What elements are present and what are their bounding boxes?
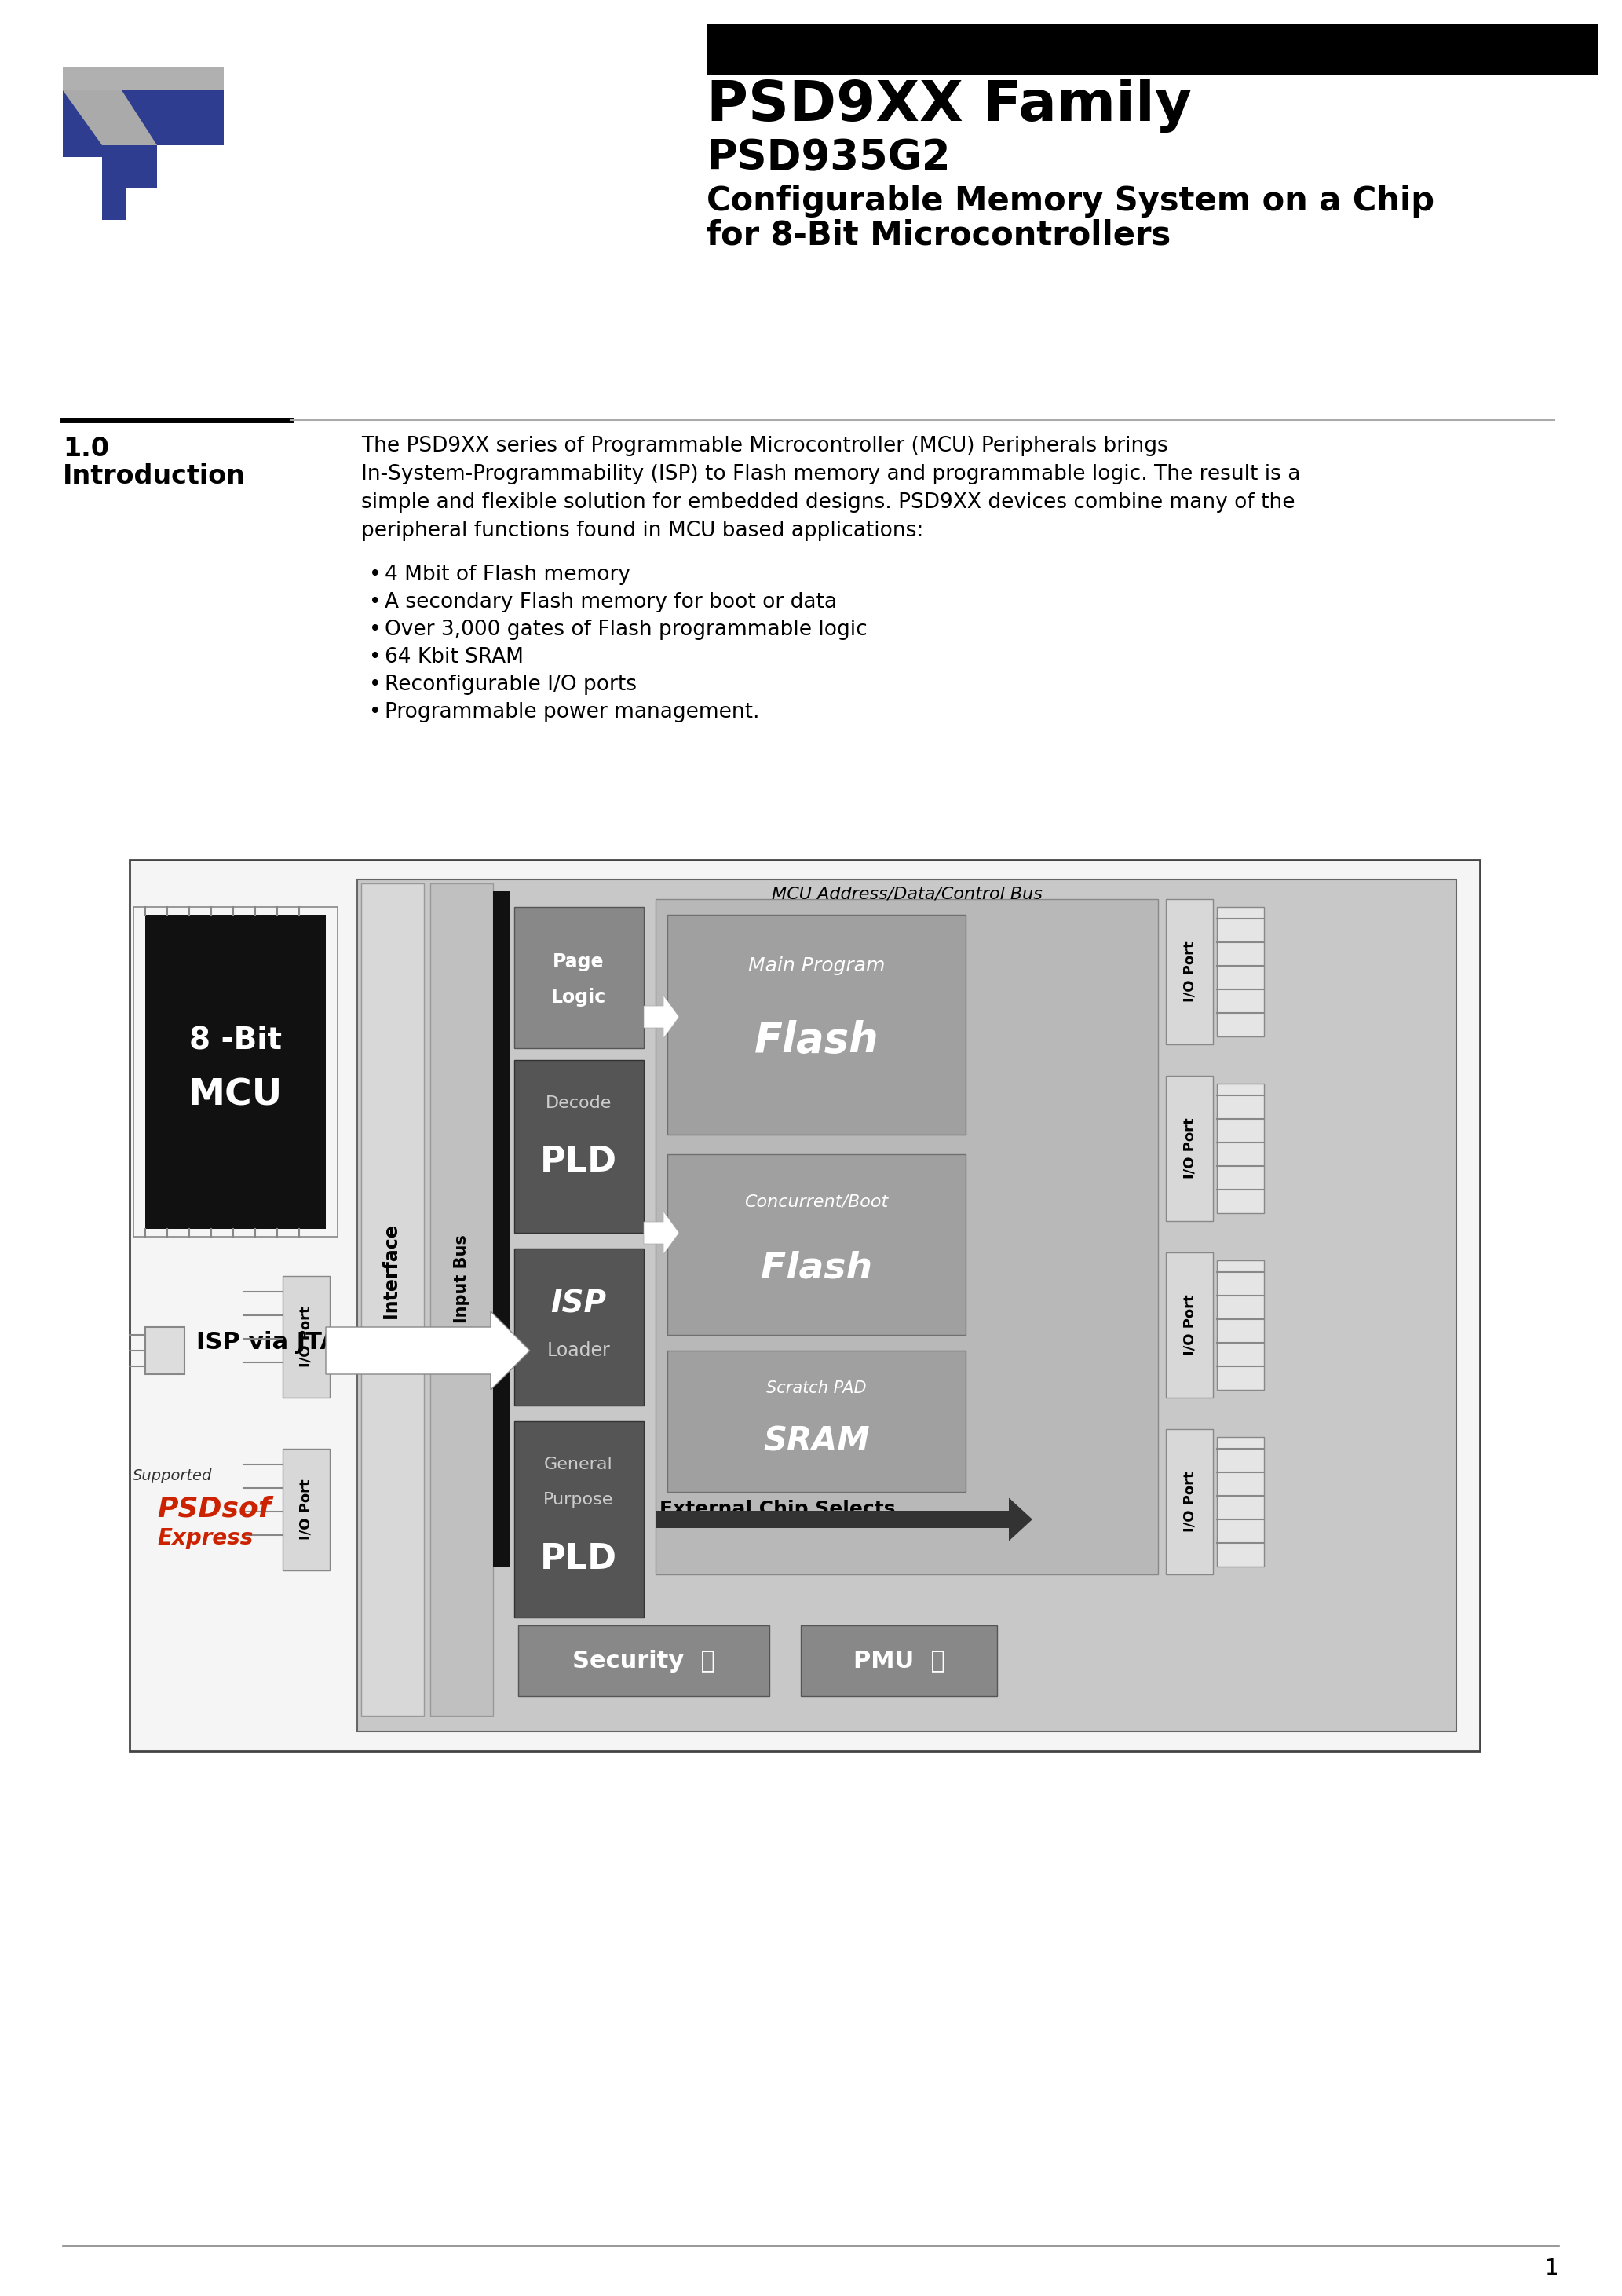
Text: Loader: Loader xyxy=(547,1341,610,1359)
Bar xyxy=(514,907,644,1049)
FancyArrow shape xyxy=(326,1311,530,1389)
Text: The PSD9XX series of Programmable Microcontroller (MCU) Peripherals brings: The PSD9XX series of Programmable Microc… xyxy=(362,436,1168,457)
Text: SRAM: SRAM xyxy=(764,1424,869,1458)
Text: PSDsof: PSDsof xyxy=(157,1497,271,1522)
Polygon shape xyxy=(63,90,157,145)
Text: ISP via JTAG: ISP via JTAG xyxy=(196,1332,358,1355)
Bar xyxy=(282,1277,329,1398)
Text: Purpose: Purpose xyxy=(543,1492,613,1508)
Text: MCU Interface: MCU Interface xyxy=(383,1226,402,1373)
Text: MCU Address/Data/Control Bus: MCU Address/Data/Control Bus xyxy=(772,886,1043,902)
Bar xyxy=(282,1449,329,1570)
Bar xyxy=(514,1249,644,1405)
Bar xyxy=(655,900,1158,1575)
Bar xyxy=(430,884,493,1715)
Text: 64 Kbit SRAM: 64 Kbit SRAM xyxy=(384,647,524,668)
Polygon shape xyxy=(63,90,125,220)
Text: •: • xyxy=(368,565,381,585)
FancyArrow shape xyxy=(644,994,680,1038)
Text: •: • xyxy=(368,592,381,613)
Text: •: • xyxy=(368,703,381,723)
Bar xyxy=(707,23,1598,73)
Bar xyxy=(493,891,511,1566)
Text: External Chip Selects: External Chip Selects xyxy=(660,1499,895,1518)
Bar xyxy=(362,884,423,1715)
Bar xyxy=(1166,900,1213,1045)
Text: Main Program: Main Program xyxy=(748,957,886,976)
Bar xyxy=(514,1061,644,1233)
Text: for 8-Bit Microcontrollers: for 8-Bit Microcontrollers xyxy=(707,218,1171,250)
Text: •: • xyxy=(368,647,381,668)
Text: MCU: MCU xyxy=(188,1077,282,1114)
Text: PSD9XX Family: PSD9XX Family xyxy=(707,78,1192,133)
Bar xyxy=(667,1155,965,1334)
Text: Programmable power management.: Programmable power management. xyxy=(384,703,759,723)
Text: Over 3,000 gates of Flash programmable logic: Over 3,000 gates of Flash programmable l… xyxy=(384,620,868,641)
Bar xyxy=(63,67,224,90)
Text: A secondary Flash memory for boot or data: A secondary Flash memory for boot or dat… xyxy=(384,592,837,613)
Text: 1: 1 xyxy=(1546,2257,1559,2280)
Bar xyxy=(357,879,1457,1731)
Text: Scratch PAD: Scratch PAD xyxy=(767,1380,866,1396)
Text: 8 -Bit: 8 -Bit xyxy=(190,1026,282,1056)
Bar xyxy=(133,907,337,1238)
Text: PLD: PLD xyxy=(540,1146,616,1180)
Text: Flash: Flash xyxy=(754,1019,879,1061)
Text: Reconfigurable I/O ports: Reconfigurable I/O ports xyxy=(384,675,637,696)
Bar xyxy=(1216,1261,1264,1389)
Bar xyxy=(1166,1428,1213,1575)
Text: PLD: PLD xyxy=(540,1543,616,1575)
Polygon shape xyxy=(122,90,224,188)
Bar xyxy=(667,1350,965,1492)
Text: I/O Port: I/O Port xyxy=(298,1479,313,1541)
Text: Express: Express xyxy=(157,1527,253,1550)
Text: 1.0: 1.0 xyxy=(63,436,109,461)
Text: Introduction: Introduction xyxy=(63,464,245,489)
Text: Security  🔒: Security 🔒 xyxy=(573,1649,715,1671)
Text: peripheral functions found in MCU based applications:: peripheral functions found in MCU based … xyxy=(362,521,923,542)
Bar xyxy=(1166,1077,1213,1221)
Bar xyxy=(146,914,326,1228)
FancyArrow shape xyxy=(655,1497,1032,1541)
Text: 4 Mbit of Flash memory: 4 Mbit of Flash memory xyxy=(384,565,631,585)
Bar xyxy=(1216,1084,1264,1212)
Text: I/O Port: I/O Port xyxy=(1182,1118,1197,1178)
Bar xyxy=(667,914,965,1134)
Text: I/O Port: I/O Port xyxy=(1182,1472,1197,1531)
Text: Logic: Logic xyxy=(551,987,607,1006)
Bar xyxy=(1216,907,1264,1035)
Text: simple and flexible solution for embedded designs. PSD9XX devices combine many o: simple and flexible solution for embedde… xyxy=(362,491,1294,512)
Text: I/O Port: I/O Port xyxy=(1182,941,1197,1001)
Text: Flash: Flash xyxy=(761,1251,873,1286)
Bar xyxy=(146,1327,185,1373)
Text: •: • xyxy=(368,675,381,696)
Text: ISP: ISP xyxy=(551,1288,607,1318)
Text: Concurrent/Boot: Concurrent/Boot xyxy=(744,1194,889,1210)
Bar xyxy=(801,1626,998,1697)
Text: •: • xyxy=(368,620,381,641)
Text: I/O Port: I/O Port xyxy=(298,1306,313,1366)
Text: PLD Input Bus: PLD Input Bus xyxy=(454,1235,469,1364)
Bar xyxy=(130,859,1479,1752)
Text: I/O Port: I/O Port xyxy=(1182,1295,1197,1355)
Text: Configurable Memory System on a Chip: Configurable Memory System on a Chip xyxy=(707,184,1434,218)
Text: PMU  🦴: PMU 🦴 xyxy=(853,1649,944,1671)
Bar xyxy=(1216,1437,1264,1566)
Bar xyxy=(1166,1251,1213,1398)
Bar xyxy=(514,1421,644,1619)
Text: Decode: Decode xyxy=(545,1095,611,1111)
Bar xyxy=(517,1626,769,1697)
Text: Supported: Supported xyxy=(133,1469,212,1483)
Text: Page: Page xyxy=(553,953,605,971)
Text: General: General xyxy=(543,1456,613,1472)
FancyArrow shape xyxy=(644,1212,680,1254)
Text: PSD935G2: PSD935G2 xyxy=(707,138,950,179)
Text: In-System-Programmability (ISP) to Flash memory and programmable logic. The resu: In-System-Programmability (ISP) to Flash… xyxy=(362,464,1301,484)
